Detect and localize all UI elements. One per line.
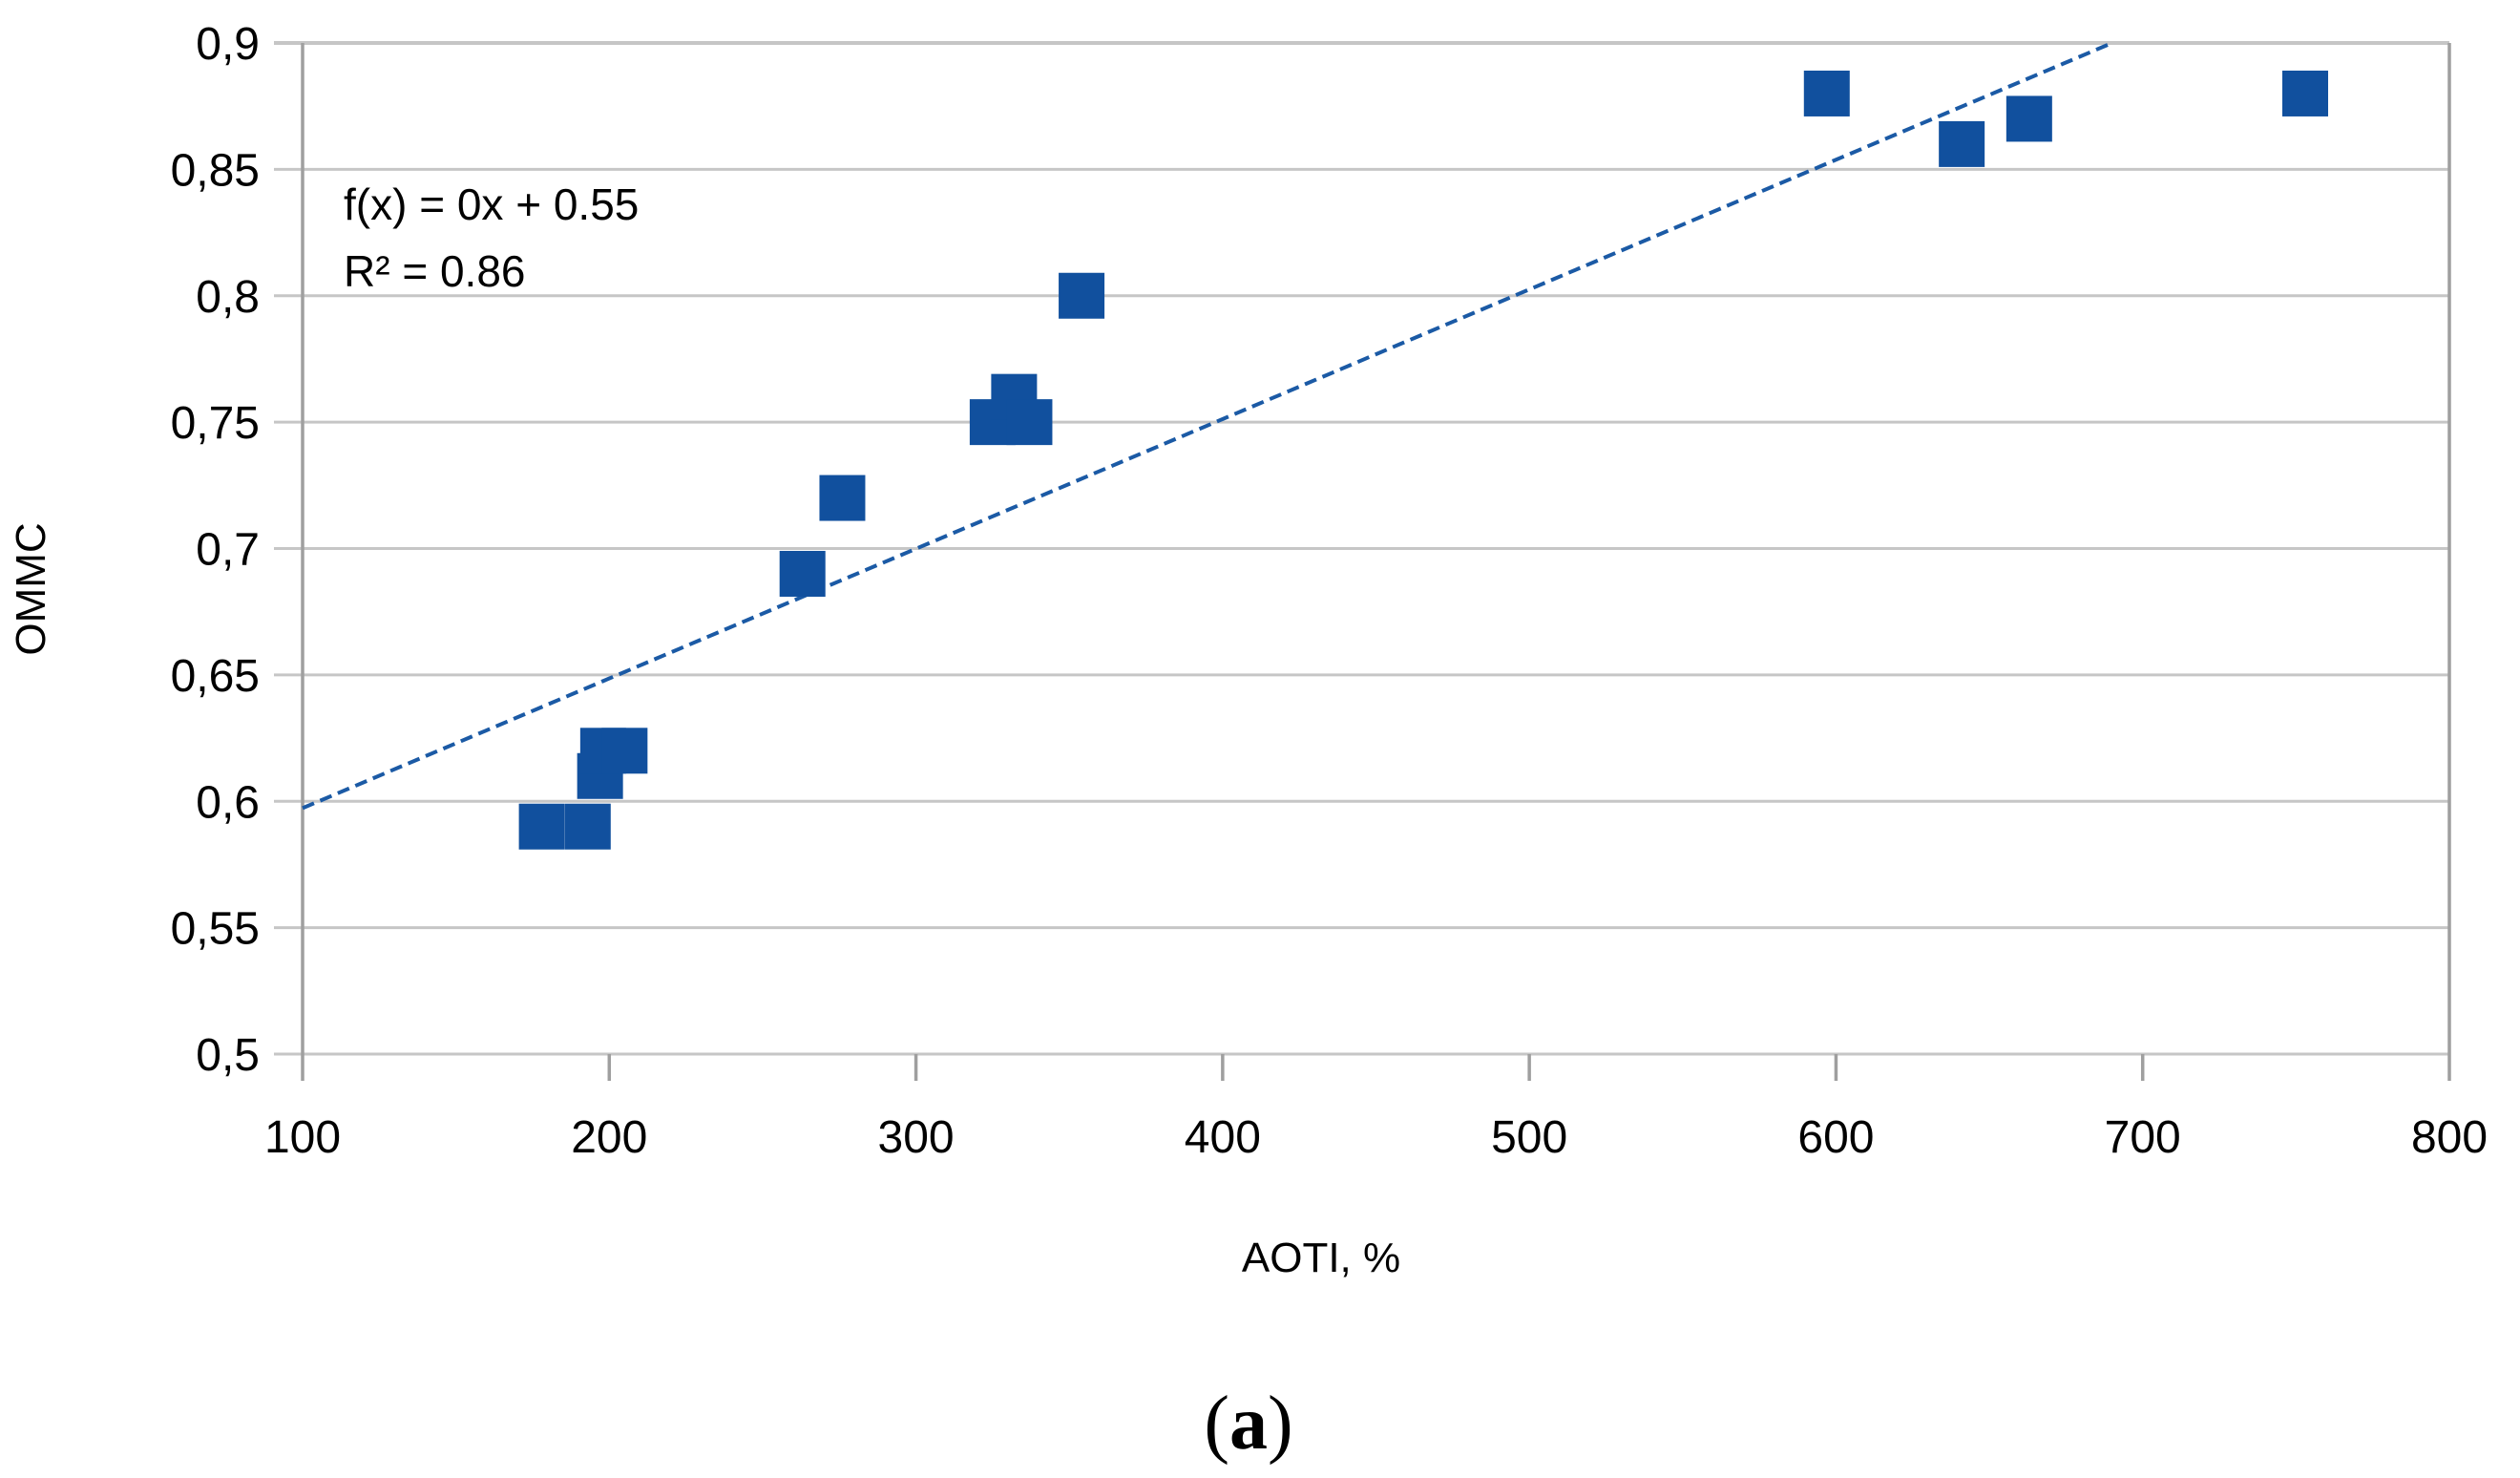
tick-labels: 0,5 0,55 0,6 0,65 0,7 0,75 0,8 0,85 0,9 100 200 300… <box>171 19 2488 1163</box>
data-point <box>2006 95 2052 142</box>
y-tick-label: 0,8 <box>196 272 260 323</box>
x-axis-title: AOTI, % <box>1242 1235 1400 1281</box>
data-point <box>819 475 866 521</box>
x-tick-label: 400 <box>1185 1112 1261 1163</box>
y-tick-label: 0,9 <box>196 19 260 70</box>
trend-line <box>302 41 2113 811</box>
x-tick-label: 300 <box>878 1112 955 1163</box>
y-tick-label: 0,55 <box>171 904 260 955</box>
x-tick-label: 200 <box>571 1112 647 1163</box>
x-tick-label: 700 <box>2105 1112 2181 1163</box>
y-tick-label: 0,6 <box>196 777 260 828</box>
data-point <box>518 803 565 850</box>
y-tick-label: 0,75 <box>171 398 260 449</box>
r-squared-label: R² = 0.86 <box>344 246 526 296</box>
axes <box>301 43 2451 1081</box>
subfigure-caption: (a) <box>1204 1382 1292 1466</box>
data-point <box>564 803 611 850</box>
y-tick-label: 0,65 <box>171 651 260 702</box>
data-point <box>1059 272 1105 319</box>
data-point <box>1006 399 1053 446</box>
data-point <box>1803 70 1850 116</box>
y-axis-title: OMMC <box>8 522 54 655</box>
data-point <box>1939 120 1985 167</box>
x-tick-label: 100 <box>264 1112 341 1163</box>
data-point <box>779 550 826 597</box>
trend-equation-label: f(x) = 0x + 0.55 <box>344 179 639 229</box>
x-tick-label: 600 <box>1797 1112 1874 1163</box>
gridlines <box>274 41 2449 1056</box>
x-tick-label: 500 <box>1491 1112 1567 1163</box>
y-tick-label: 0,7 <box>196 525 260 576</box>
y-tick-label: 0,85 <box>171 145 260 196</box>
trendline <box>302 41 2113 811</box>
data-points <box>518 70 2328 850</box>
data-point <box>601 728 648 774</box>
y-tick-label: 0,5 <box>196 1030 260 1081</box>
x-tick-label: 800 <box>2411 1112 2488 1163</box>
data-point <box>2281 70 2328 116</box>
